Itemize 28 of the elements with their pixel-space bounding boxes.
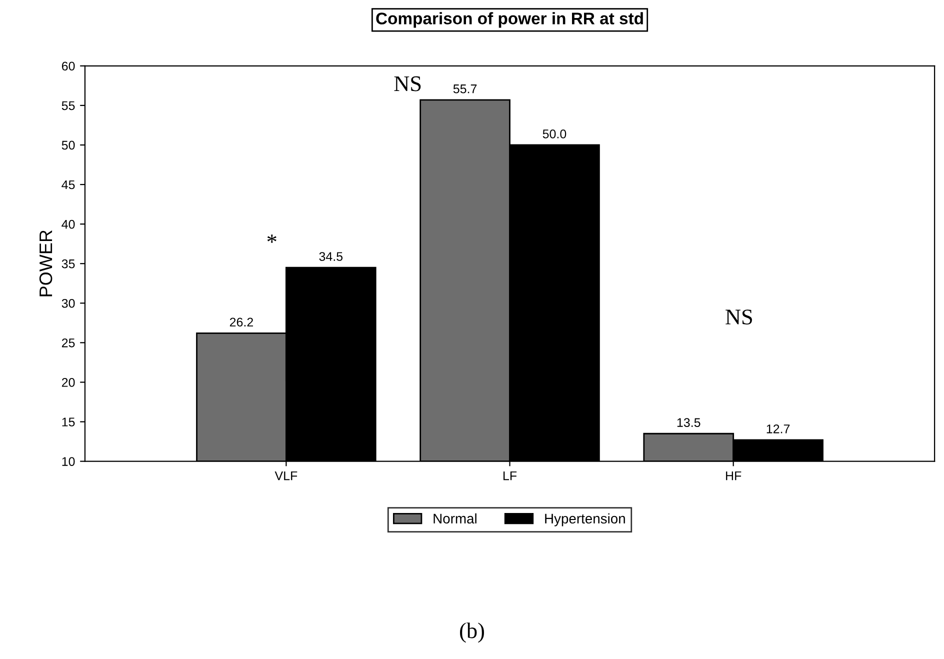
x-tick-label: VLF	[274, 471, 298, 480]
data-label: 50.0	[542, 129, 566, 138]
annotation: NS	[394, 76, 421, 92]
y-axis-title: POWER	[39, 230, 52, 296]
data-label: 13.5	[677, 418, 700, 427]
y-tick-label: 15	[62, 418, 75, 426]
legend-label: Normal	[434, 513, 476, 524]
y-tick-label: 20	[62, 378, 75, 387]
data-label: 26.2	[230, 318, 254, 327]
x-tick-label: LF	[503, 471, 517, 480]
y-tick-label: 30	[62, 298, 75, 308]
data-label: 34.5	[319, 252, 343, 261]
y-tick-label: 40	[62, 220, 75, 229]
y-tick-label: 60	[62, 62, 75, 71]
y-tick-label: 10	[62, 457, 75, 466]
y-tick-label: 25	[62, 338, 75, 348]
data-label: 55.7	[453, 84, 477, 94]
annotation: NS	[726, 310, 752, 325]
legend-label: Hypertension	[545, 513, 625, 526]
y-tick-label: 50	[62, 140, 75, 150]
y-tick-label: 35	[62, 259, 75, 268]
chart-title: Comparison of power in RR at std	[376, 12, 643, 28]
y-tick-label: 45	[62, 180, 75, 190]
text: (b)	[460, 622, 484, 643]
data-label: 12.7	[766, 424, 790, 434]
annotation: *	[267, 234, 276, 243]
y-tick-label: 55	[62, 101, 75, 110]
x-tick-label: HF	[726, 471, 742, 480]
